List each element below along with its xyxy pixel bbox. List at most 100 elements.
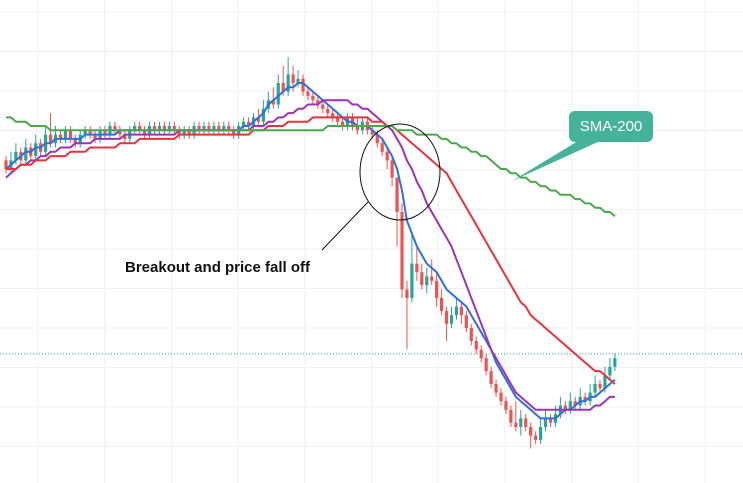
candle-down [355, 126, 360, 131]
candle-down [484, 358, 488, 372]
moving-average-lines [5, 82, 616, 420]
candle-down [197, 126, 201, 131]
candle-down [494, 384, 498, 393]
candle-down [311, 95, 315, 101]
candle-down [316, 100, 320, 105]
candle-up [454, 306, 459, 316]
candle-up [157, 126, 162, 131]
candle-down [573, 401, 577, 406]
moving-average-line-3 [6, 116, 616, 385]
candle-up [167, 126, 171, 131]
candle-down [187, 130, 191, 135]
candle-down [444, 310, 449, 324]
candle-up [222, 126, 226, 131]
candle-down [385, 151, 389, 161]
candle-up [24, 147, 28, 161]
candle-down [123, 134, 127, 139]
candle-up [83, 130, 87, 135]
candle-down [207, 126, 211, 131]
candle-up [543, 418, 548, 427]
candle-down [336, 117, 340, 122]
candle-down [177, 130, 181, 135]
candle-up [182, 130, 186, 135]
candle-up [519, 418, 523, 427]
candle-down [390, 160, 394, 178]
candle-down [271, 100, 275, 105]
candle-down [4, 160, 8, 169]
candle-down [306, 91, 310, 96]
candle-up [276, 83, 280, 105]
candle-down [474, 341, 478, 350]
candle-up [202, 126, 206, 131]
candlesticks [4, 57, 617, 449]
candle-down [563, 405, 567, 410]
candle-down [152, 126, 157, 131]
candle-down [524, 418, 528, 427]
candle-down [499, 392, 503, 402]
candle-down [479, 349, 483, 359]
candle-down [291, 74, 295, 83]
candle-down [321, 104, 325, 109]
candle-up [613, 358, 617, 367]
candle-down [227, 126, 231, 131]
candle-up [212, 126, 216, 131]
candle-down [331, 113, 335, 118]
candle-down [217, 126, 221, 131]
candle-down [341, 121, 345, 126]
candle-down [281, 83, 285, 92]
candle-down [103, 130, 107, 135]
candle-down [469, 328, 473, 341]
sma-callout-tail [512, 141, 600, 181]
candle-down [380, 143, 384, 152]
candle-down [58, 134, 63, 139]
candle-down [118, 130, 122, 135]
candle-down [583, 396, 587, 402]
candle-down [489, 371, 493, 384]
candle-up [603, 375, 607, 389]
candle-up [449, 315, 454, 324]
candle-down [301, 78, 305, 92]
candle-up [14, 151, 18, 161]
candle-up [608, 366, 612, 376]
candle-down [326, 108, 330, 114]
candle-down [420, 272, 424, 286]
candle-down [548, 418, 553, 423]
candle-down [405, 289, 409, 298]
breakout-circle [359, 123, 441, 221]
candle-down [400, 212, 404, 290]
candle-up [593, 384, 597, 393]
candle-down [232, 130, 236, 135]
candle-down [504, 401, 508, 410]
candle-down [246, 121, 251, 126]
breakout-annotation: Breakout and price fall off [125, 259, 311, 276]
annotation-pointer [321, 201, 369, 251]
candle-up [410, 263, 414, 298]
candle-down [514, 422, 518, 427]
candle-down [430, 276, 434, 281]
candle-down [415, 263, 419, 273]
candle-down [172, 126, 176, 131]
candle-down [459, 306, 463, 316]
candle-down [509, 409, 513, 423]
candle-down [256, 117, 261, 122]
candle-down [138, 126, 142, 131]
candle-down [48, 134, 53, 144]
candle-down [93, 134, 97, 139]
candle-down [435, 280, 439, 298]
candle-down [68, 130, 72, 139]
moving-average-line-2 [5, 99, 615, 411]
candle-down [375, 134, 379, 144]
candle-up [286, 74, 290, 92]
candle-down [113, 126, 117, 131]
candle-down [464, 315, 468, 329]
candle-down [143, 130, 147, 135]
candle-down [370, 130, 374, 135]
moving-average-line-1 [5, 82, 616, 420]
candle-down [395, 177, 399, 212]
candle-down [440, 298, 444, 311]
candle-up [296, 78, 300, 83]
candle-up [425, 276, 429, 286]
candle-up [261, 108, 265, 122]
